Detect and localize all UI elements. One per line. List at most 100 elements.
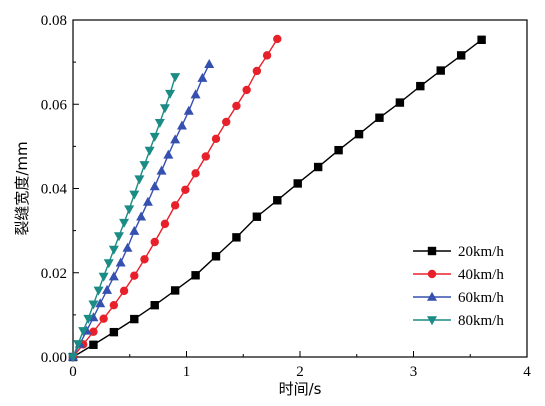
data-point <box>119 286 129 296</box>
data-point <box>170 134 181 144</box>
data-point <box>150 237 159 247</box>
data-point <box>108 271 119 281</box>
data-point <box>129 225 140 235</box>
data-point <box>113 232 124 242</box>
data-point <box>134 175 145 185</box>
data-point <box>416 81 425 91</box>
data-point <box>313 162 323 172</box>
data-point <box>375 113 384 122</box>
data-point <box>395 98 405 107</box>
data-point <box>99 314 108 323</box>
data-point <box>73 340 84 350</box>
data-point <box>89 327 98 336</box>
data-point <box>149 132 160 142</box>
data-point <box>191 271 200 280</box>
axis-ticks: 0 1 2 3 4 0.00 0.02 0.04 0.06 0.08 <box>41 13 532 380</box>
legend-label: 40km/h <box>458 267 504 283</box>
data-point <box>150 300 159 310</box>
data-point <box>122 242 133 252</box>
legend-marker <box>427 269 437 279</box>
data-point <box>176 120 187 130</box>
data-point <box>211 134 221 143</box>
data-point <box>252 212 262 221</box>
data-point <box>273 196 282 205</box>
data-point <box>170 73 181 83</box>
data-point <box>159 104 170 114</box>
data-point <box>154 118 165 128</box>
x-axis-label: 时间/s <box>279 380 322 398</box>
data-point <box>119 218 130 228</box>
legend-marker <box>427 291 437 301</box>
data-point <box>201 152 210 161</box>
data-point <box>242 85 251 95</box>
x-tick-label: 3 <box>410 364 418 380</box>
data-point <box>232 233 241 242</box>
series-layer <box>68 34 486 363</box>
data-point <box>102 284 113 294</box>
data-point <box>165 89 176 99</box>
data-point <box>334 145 343 155</box>
x-tick-label: 4 <box>523 364 531 380</box>
data-point <box>232 101 241 111</box>
data-point <box>293 179 302 188</box>
x-tick-label: 1 <box>183 364 191 380</box>
legend-label: 80km/h <box>458 313 504 329</box>
data-point <box>197 72 208 82</box>
legend-entry: 20km/h <box>413 244 504 260</box>
legend-entry: 80km/h <box>413 313 504 329</box>
series-20km-h <box>68 35 486 362</box>
data-point <box>160 219 170 229</box>
data-point <box>170 201 180 210</box>
legend-entry: 60km/h <box>413 290 504 306</box>
plot-border <box>72 19 528 358</box>
data-point <box>93 286 104 296</box>
data-point <box>211 252 221 261</box>
data-point <box>109 327 119 337</box>
legend-marker <box>427 246 437 256</box>
data-point <box>142 196 153 206</box>
data-point <box>136 211 147 221</box>
data-point <box>103 259 114 269</box>
legend-entry: 40km/h <box>413 267 504 283</box>
data-point <box>183 105 194 115</box>
data-point <box>191 169 200 178</box>
y-tick-label: 0.00 <box>41 350 67 366</box>
data-point <box>98 272 109 282</box>
data-point <box>163 149 174 159</box>
data-point <box>68 353 78 363</box>
data-point <box>89 340 98 349</box>
data-point <box>477 35 486 44</box>
x-tick-label: 0 <box>69 364 77 380</box>
data-point <box>273 34 282 44</box>
data-point <box>108 245 119 255</box>
data-point <box>78 327 89 337</box>
data-point <box>129 190 140 200</box>
data-point <box>170 286 180 295</box>
series-40km-h <box>68 34 282 362</box>
data-point <box>109 300 119 310</box>
data-point <box>83 314 94 324</box>
y-tick-label: 0.08 <box>41 13 67 29</box>
data-point <box>124 205 135 215</box>
data-point <box>181 185 190 194</box>
y-tick-label: 0.06 <box>41 97 68 113</box>
data-point <box>222 117 231 127</box>
y-tick-label: 0.02 <box>41 266 67 282</box>
data-point <box>115 257 126 267</box>
data-point <box>190 89 201 99</box>
legend: 20km/h 40km/h 60km/h 80km/h <box>413 244 504 329</box>
data-point <box>139 161 150 171</box>
plot-frame <box>72 19 528 358</box>
x-tick-label: 2 <box>296 364 304 380</box>
data-point <box>149 181 160 191</box>
y-axis-label: 裂缝宽度/mm <box>13 141 31 235</box>
data-point <box>140 255 149 264</box>
series-80km-h <box>68 73 181 363</box>
legend-label: 20km/h <box>458 244 504 260</box>
data-point <box>130 314 139 324</box>
data-point <box>252 66 262 76</box>
legend-marker <box>427 316 437 326</box>
data-point <box>130 271 139 280</box>
data-point <box>88 300 99 310</box>
